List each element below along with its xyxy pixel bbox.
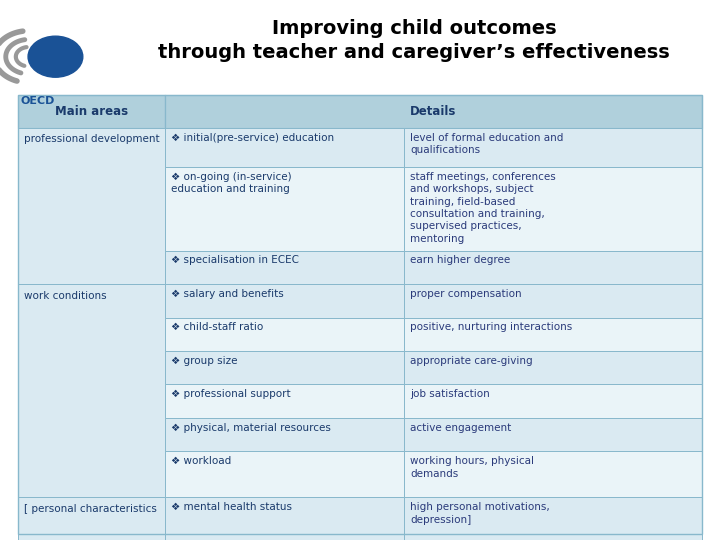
- Text: active engagement: active engagement: [410, 423, 511, 433]
- Bar: [405, 128, 702, 167]
- Text: ❖ salary and benefits: ❖ salary and benefits: [171, 289, 284, 299]
- Text: ❖ physical, material resources: ❖ physical, material resources: [171, 423, 330, 433]
- Bar: [405, 318, 702, 351]
- Text: ❖ specialisation in ECEC: ❖ specialisation in ECEC: [171, 255, 299, 266]
- Text: high personal motivations,
depression]: high personal motivations, depression]: [410, 502, 550, 524]
- Bar: [405, 167, 702, 251]
- Text: ❖ on-going (in-service)
education and training: ❖ on-going (in-service) education and tr…: [171, 172, 292, 194]
- Bar: [165, 128, 405, 167]
- Bar: [18, 94, 702, 534]
- Text: ❖ workload: ❖ workload: [171, 456, 231, 467]
- Bar: [165, 497, 405, 540]
- Text: ❖ professional support: ❖ professional support: [171, 389, 290, 400]
- Text: OECD: OECD: [21, 96, 55, 106]
- Text: ❖ group size: ❖ group size: [171, 356, 238, 366]
- Bar: [165, 351, 405, 384]
- Text: Details: Details: [410, 105, 456, 118]
- Text: appropriate care-giving: appropriate care-giving: [410, 356, 533, 366]
- Bar: [165, 251, 405, 284]
- Circle shape: [28, 36, 83, 77]
- Bar: [405, 351, 702, 384]
- Bar: [405, 384, 702, 418]
- Text: [ personal characteristics: [ personal characteristics: [24, 504, 157, 514]
- Bar: [405, 497, 702, 540]
- Bar: [405, 418, 702, 451]
- Bar: [405, 284, 702, 318]
- Text: work conditions: work conditions: [24, 291, 107, 301]
- Bar: [165, 284, 405, 318]
- Text: earn higher degree: earn higher degree: [410, 255, 510, 266]
- Text: staff meetings, conferences
and workshops, subject
training, field-based
consult: staff meetings, conferences and workshop…: [410, 172, 556, 244]
- Bar: [165, 94, 702, 128]
- Text: job satisfaction: job satisfaction: [410, 389, 490, 400]
- Bar: [165, 451, 405, 497]
- Bar: [165, 384, 405, 418]
- Bar: [18, 128, 165, 284]
- Text: Improving child outcomes
through teacher and caregiver’s effectiveness: Improving child outcomes through teacher…: [158, 18, 670, 63]
- Text: working hours, physical
demands: working hours, physical demands: [410, 456, 534, 478]
- Bar: [165, 318, 405, 351]
- Text: level of formal education and
qualifications: level of formal education and qualificat…: [410, 133, 564, 155]
- Bar: [18, 284, 165, 497]
- Text: Main areas: Main areas: [55, 105, 128, 118]
- Text: proper compensation: proper compensation: [410, 289, 522, 299]
- Text: ❖ initial(pre-service) education: ❖ initial(pre-service) education: [171, 133, 334, 143]
- Bar: [165, 418, 405, 451]
- Bar: [405, 251, 702, 284]
- Bar: [18, 94, 165, 128]
- Text: ❖ child-staff ratio: ❖ child-staff ratio: [171, 322, 263, 333]
- Bar: [165, 167, 405, 251]
- Bar: [405, 451, 702, 497]
- Bar: [18, 497, 165, 540]
- Text: ❖ mental health status: ❖ mental health status: [171, 502, 292, 512]
- Text: professional development: professional development: [24, 134, 159, 145]
- Text: positive, nurturing interactions: positive, nurturing interactions: [410, 322, 572, 333]
